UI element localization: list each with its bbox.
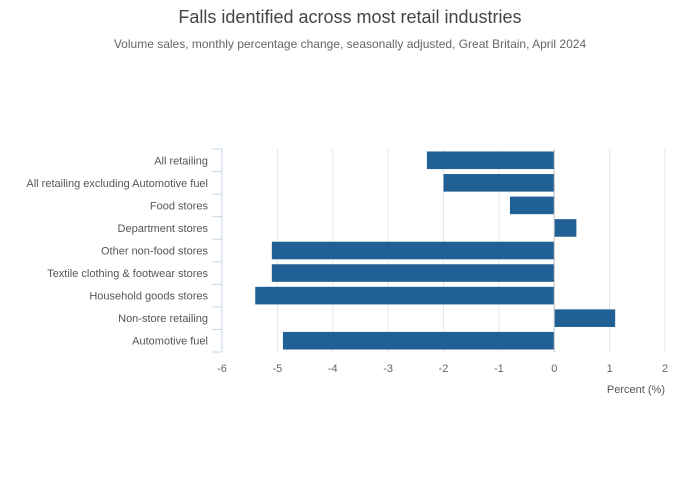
chart-subtitle: Volume sales, monthly percentage change,… (113, 37, 587, 51)
x-tick-label: -5 (272, 363, 282, 375)
category-label: Food stores (150, 200, 209, 212)
category-label: Other non-food stores (101, 246, 209, 258)
x-tick-label: 2 (662, 363, 668, 375)
bar (255, 286, 555, 305)
chart-title: Falls identified across most retail indu… (178, 7, 522, 27)
category-label: Non-store retailing (118, 313, 208, 325)
category-label: All retailing excluding Automotive fuel (26, 178, 208, 190)
bar (282, 331, 555, 350)
bar (426, 151, 555, 170)
category-label: Department stores (118, 223, 209, 235)
x-tick-label: -3 (383, 363, 393, 375)
category-label: Household goods stores (89, 291, 208, 303)
x-tick-label: -1 (494, 363, 504, 375)
x-tick-label: 1 (607, 363, 613, 375)
bar (271, 264, 555, 282)
x-tick-label: -2 (439, 363, 449, 375)
category-label: All retailing (154, 155, 208, 167)
bar (554, 219, 577, 237)
bar (443, 174, 555, 192)
category-label: Automotive fuel (132, 336, 208, 348)
bar (509, 196, 555, 215)
bar (554, 309, 616, 327)
bar (271, 241, 555, 260)
x-tick-label: -6 (217, 363, 227, 375)
x-axis-title: Percent (%) (607, 384, 665, 396)
x-tick-label: 0 (551, 363, 557, 375)
category-label: Textile clothing & footwear stores (47, 268, 208, 280)
x-tick-label: -4 (328, 363, 338, 375)
